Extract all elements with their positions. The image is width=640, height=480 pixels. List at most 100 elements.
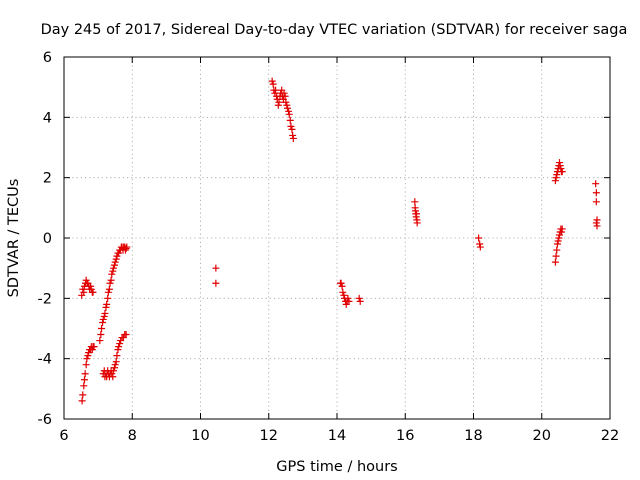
data-point <box>83 355 91 363</box>
data-points <box>78 77 601 405</box>
data-point <box>289 131 297 139</box>
data-point <box>275 98 283 106</box>
data-point <box>111 261 119 269</box>
data-point <box>109 367 117 375</box>
data-point <box>80 288 88 296</box>
data-point <box>475 234 483 242</box>
data-point <box>592 198 600 206</box>
data-point <box>554 237 562 245</box>
data-point <box>116 340 124 348</box>
data-point <box>90 343 98 351</box>
x-tick-label: 16 <box>396 428 414 444</box>
data-point <box>555 234 563 242</box>
data-point <box>96 337 104 345</box>
data-point <box>113 352 121 360</box>
data-point <box>101 309 109 317</box>
data-point <box>212 279 220 287</box>
data-point <box>98 325 106 332</box>
data-point <box>122 245 130 253</box>
data-point <box>557 165 565 173</box>
data-point <box>115 343 123 351</box>
x-tick-label: 6 <box>59 428 68 444</box>
data-point <box>592 219 600 227</box>
data-point <box>280 89 288 97</box>
data-point <box>355 294 363 302</box>
data-point <box>281 92 289 100</box>
data-point <box>288 125 296 133</box>
data-point <box>413 210 421 218</box>
data-point <box>411 198 419 206</box>
data-point <box>104 288 112 296</box>
data-point <box>551 177 559 185</box>
data-point <box>108 370 116 378</box>
data-point <box>476 243 484 251</box>
data-point <box>103 300 111 308</box>
x-tick-label: 22 <box>601 428 619 444</box>
x-tick-label: 20 <box>533 428 551 444</box>
data-point <box>592 189 600 197</box>
data-point <box>89 288 97 296</box>
data-point <box>269 80 277 88</box>
data-point <box>553 171 561 179</box>
data-point <box>555 159 563 167</box>
data-point <box>122 331 130 339</box>
data-point <box>104 294 112 302</box>
data-point <box>108 270 116 278</box>
data-point <box>97 331 105 339</box>
data-point <box>340 291 348 299</box>
data-point <box>286 116 294 124</box>
data-point <box>344 294 352 302</box>
data-point <box>552 252 560 260</box>
data-point <box>283 101 291 109</box>
y-tick-label: 0 <box>43 231 52 247</box>
data-point <box>99 315 107 323</box>
x-axis-label: GPS time / hours <box>276 459 397 475</box>
data-point <box>558 228 566 236</box>
data-point <box>109 267 117 275</box>
chart-title: Day 245 of 2017, Sidereal Day-to-day VTE… <box>41 22 628 38</box>
data-point <box>82 361 90 369</box>
data-point <box>289 134 297 142</box>
y-tick-label: -4 <box>38 352 52 368</box>
data-point <box>109 264 117 272</box>
y-tick-label: 6 <box>43 50 52 66</box>
data-point <box>79 391 87 399</box>
data-point <box>80 382 88 390</box>
grid-lines <box>64 57 610 419</box>
data-point <box>476 240 484 248</box>
data-point <box>105 285 113 293</box>
x-tick-label: 14 <box>328 428 346 444</box>
data-point <box>84 352 92 360</box>
y-tick-label: 2 <box>43 171 52 187</box>
data-point <box>100 312 108 320</box>
y-tick-label: -6 <box>38 412 52 428</box>
data-point <box>593 216 601 224</box>
x-tick-label: 12 <box>260 428 278 444</box>
data-point <box>556 162 564 170</box>
data-point <box>413 219 421 227</box>
x-tick-label: 8 <box>128 428 137 444</box>
data-point <box>272 86 280 94</box>
data-point <box>553 240 561 248</box>
data-point <box>558 225 566 233</box>
data-point <box>123 243 131 251</box>
data-point <box>111 258 119 266</box>
data-point <box>79 285 87 293</box>
data-point <box>558 168 566 176</box>
data-point <box>87 282 95 290</box>
data-point <box>338 282 346 290</box>
x-tick-label: 18 <box>464 428 482 444</box>
data-point <box>337 279 345 287</box>
data-point <box>121 246 129 254</box>
data-point <box>285 110 293 118</box>
y-tick-label: 4 <box>43 110 52 126</box>
data-point <box>111 361 119 369</box>
data-point <box>284 104 292 112</box>
data-point <box>102 303 110 311</box>
data-point <box>80 376 88 384</box>
data-point <box>212 264 220 272</box>
data-point <box>287 122 295 130</box>
y-tick-label: -2 <box>38 291 52 307</box>
y-axis-label: SDTVAR / TECUs <box>6 179 22 298</box>
